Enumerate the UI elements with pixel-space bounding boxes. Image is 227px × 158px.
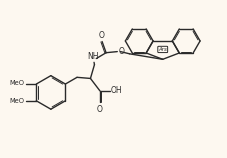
FancyBboxPatch shape	[158, 46, 168, 53]
Text: OH: OH	[111, 86, 122, 95]
Text: O: O	[97, 105, 103, 114]
Text: Ars: Ars	[158, 47, 167, 52]
Text: MeO: MeO	[10, 98, 25, 104]
Text: O: O	[99, 31, 105, 40]
Text: O: O	[118, 47, 124, 56]
Text: NH: NH	[87, 52, 99, 61]
Text: MeO: MeO	[10, 80, 25, 86]
